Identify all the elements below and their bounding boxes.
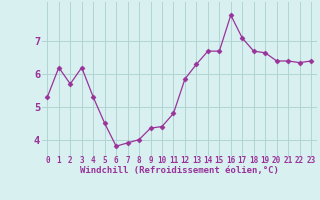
X-axis label: Windchill (Refroidissement éolien,°C): Windchill (Refroidissement éolien,°C)	[80, 166, 279, 175]
